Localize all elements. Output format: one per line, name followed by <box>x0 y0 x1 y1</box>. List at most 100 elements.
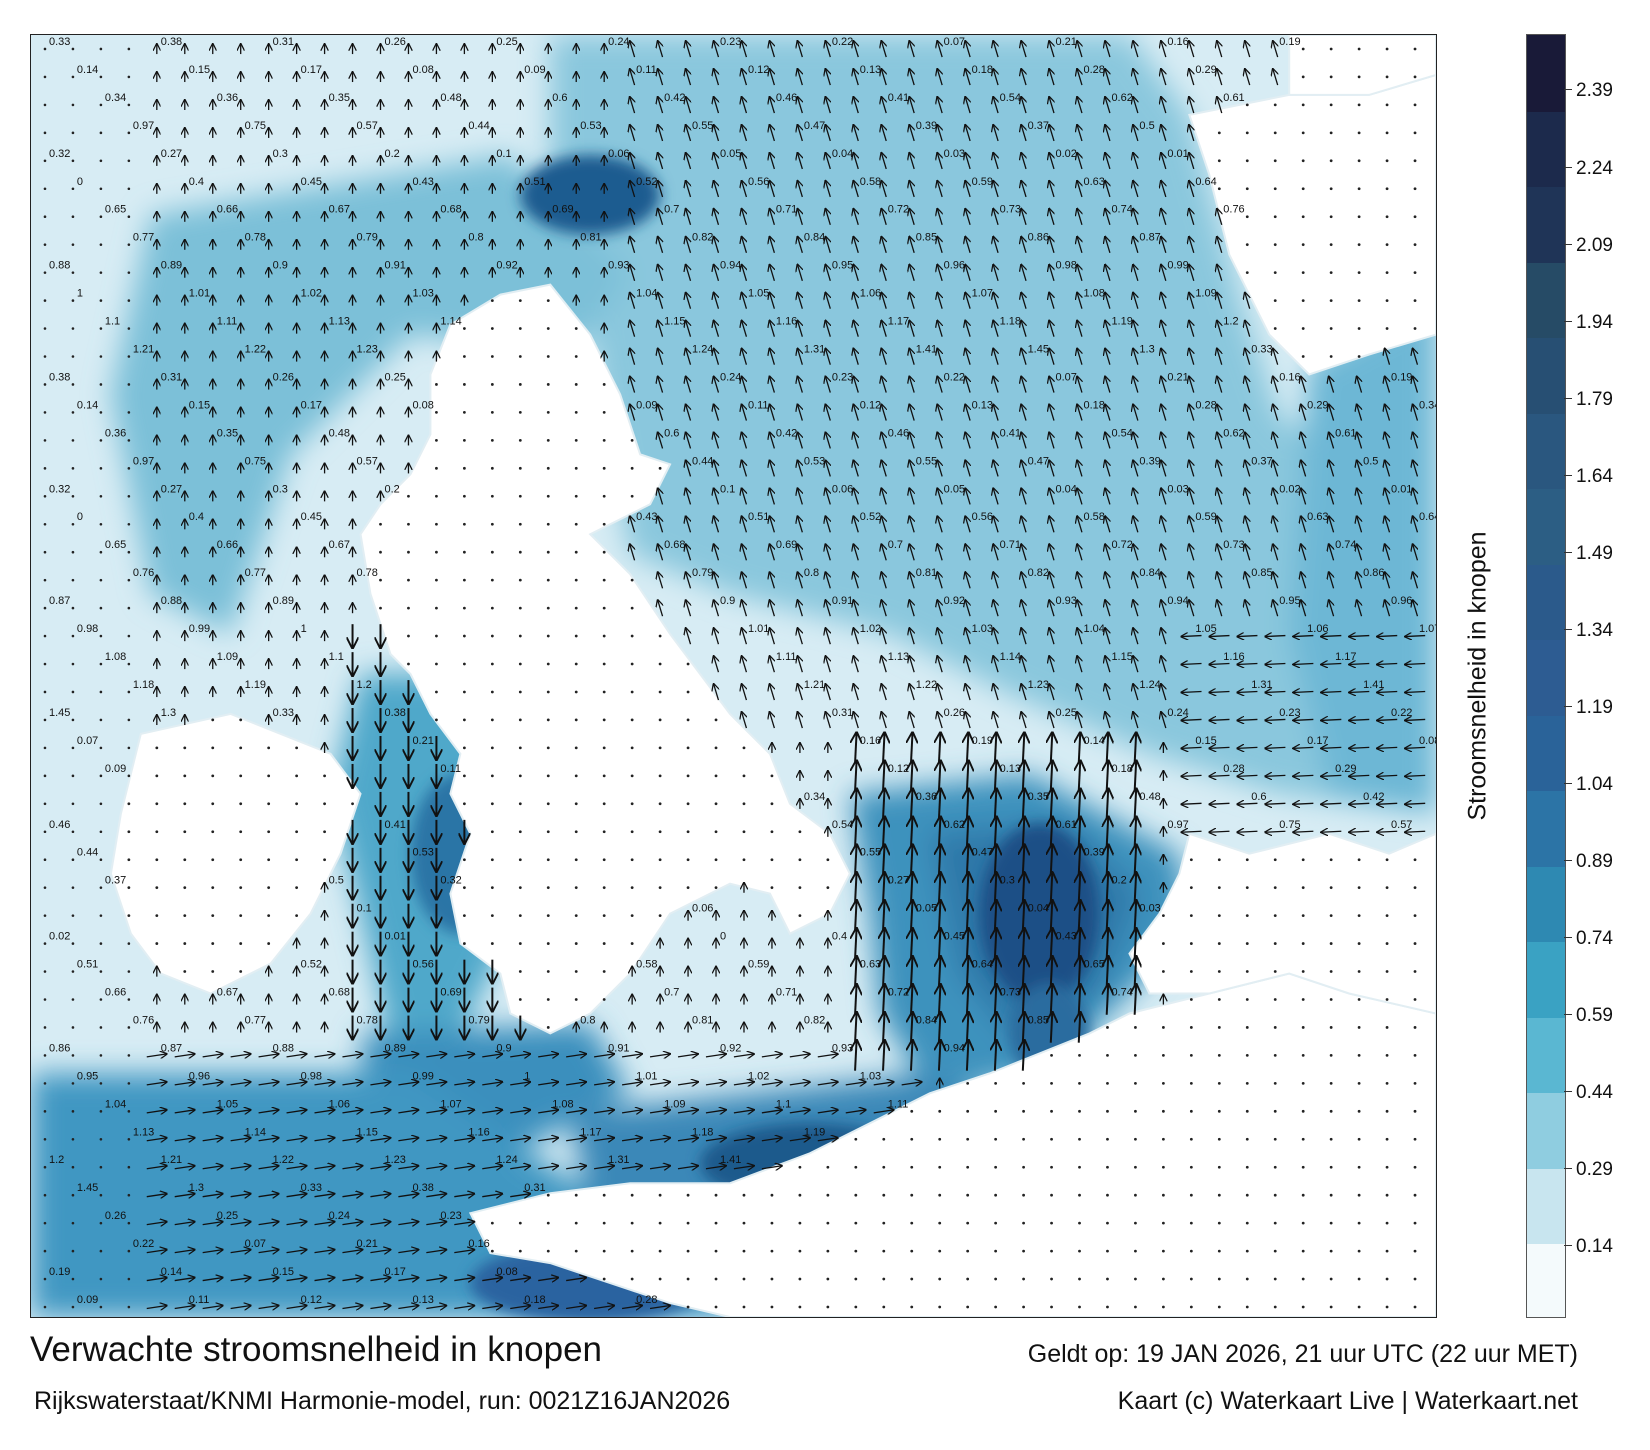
land-grid-dot <box>630 858 634 862</box>
current-arrow <box>286 1082 307 1085</box>
current-arrow <box>1105 153 1110 170</box>
current-arrow <box>686 97 691 114</box>
current-arrow <box>770 153 775 170</box>
current-arrow <box>1321 664 1342 665</box>
land-grid-dot <box>910 1193 914 1197</box>
speed-value-label: 1.19 <box>245 679 266 691</box>
current-arrow <box>1051 789 1053 820</box>
current-arrow <box>1049 125 1054 142</box>
current-arrow <box>258 1138 279 1141</box>
speed-value-label: 0.75 <box>245 455 266 467</box>
current-arrow <box>873 1082 894 1085</box>
land-grid-dot <box>407 578 410 582</box>
speed-value-label: 1 <box>301 623 307 635</box>
speed-value-label: 0.93 <box>1056 595 1077 607</box>
current-arrow <box>939 733 941 764</box>
calm-grid-dot <box>43 1026 47 1029</box>
speed-value-label: 0.88 <box>49 260 70 272</box>
speed-value-label: 0.19 <box>972 735 993 747</box>
speed-value-label: 0.15 <box>189 399 210 411</box>
speed-value-label: 0.52 <box>860 511 881 523</box>
colorbar-label-text: Stroomsnelheid in knopen <box>1463 531 1492 821</box>
land-grid-dot <box>239 858 243 862</box>
current-arrow <box>911 844 913 876</box>
land-grid-dot <box>127 802 131 806</box>
current-arrow <box>909 460 914 477</box>
speed-value-label: 0.89 <box>161 260 182 272</box>
calm-grid-dot <box>99 746 103 750</box>
speed-value-label: 1.1 <box>105 316 120 328</box>
current-arrow <box>965 460 970 477</box>
speed-value-label: 0.11 <box>189 1294 210 1306</box>
land-grid-dot <box>1245 1221 1249 1225</box>
current-arrow <box>1021 712 1026 729</box>
current-arrow <box>714 320 719 337</box>
speed-value-label: 0.48 <box>329 427 350 439</box>
speed-value-label: 1.08 <box>105 651 126 663</box>
current-arrow <box>202 1054 223 1057</box>
current-arrow <box>1217 544 1222 561</box>
speed-value-label: 0.98 <box>1056 260 1077 272</box>
current-arrow <box>686 572 691 589</box>
land-grid-dot <box>1273 103 1277 107</box>
land-grid-dot <box>1217 1221 1221 1225</box>
current-arrow <box>621 1082 642 1085</box>
land-grid-dot <box>546 606 550 610</box>
current-arrow <box>1135 984 1137 1015</box>
calm-grid-dot <box>43 1193 47 1197</box>
current-arrow <box>630 41 635 58</box>
current-arrow <box>286 1054 307 1057</box>
land-grid-dot <box>518 550 522 554</box>
land-grid-dot <box>183 802 187 806</box>
land-grid-dot <box>1189 1305 1193 1309</box>
land-grid-dot <box>854 1221 858 1225</box>
land-grid-dot <box>1385 1081 1389 1085</box>
current-arrow <box>1105 600 1110 617</box>
speed-value-label: 0.92 <box>720 1042 741 1054</box>
land-grid-dot <box>770 886 774 890</box>
calm-grid-dot <box>127 131 131 135</box>
speed-value-label: 1.17 <box>580 1126 601 1138</box>
current-arrow <box>855 984 857 1015</box>
speed-value-label: 0.85 <box>1251 567 1272 579</box>
current-arrow <box>1413 488 1418 505</box>
current-arrow <box>714 69 719 86</box>
land-grid-dot <box>966 1081 970 1085</box>
land-grid-dot <box>1301 970 1305 973</box>
current-arrow <box>909 69 914 86</box>
current-arrow <box>1049 572 1054 589</box>
land-grid-dot <box>1273 131 1277 135</box>
current-arrow <box>1161 97 1166 114</box>
current-arrow <box>1049 41 1054 58</box>
north-sea-band <box>550 35 1436 814</box>
current-arrow <box>909 320 914 337</box>
land-grid-dot <box>1245 271 1249 275</box>
current-arrow <box>658 544 663 561</box>
land-grid-dot <box>1217 998 1221 1001</box>
calm-grid-dot <box>71 383 75 386</box>
current-arrow <box>1023 1012 1025 1043</box>
current-arrow <box>995 956 997 987</box>
land-grid-dot <box>490 886 494 890</box>
speed-value-label: 1.3 <box>189 1182 204 1194</box>
current-arrow <box>1077 572 1082 589</box>
current-arrow <box>454 1138 474 1141</box>
speed-value-label: 0.07 <box>77 735 98 747</box>
current-arrow <box>797 69 802 86</box>
speed-value-label: 0.68 <box>664 539 685 551</box>
calm-grid-dot <box>99 1193 103 1197</box>
speed-value-label: 0.96 <box>189 1070 210 1082</box>
current-arrow <box>967 872 969 903</box>
land-grid-dot <box>1357 1249 1361 1253</box>
current-arrow <box>770 320 775 337</box>
land-grid-dot <box>490 438 494 442</box>
speed-value-label: 0.66 <box>217 539 238 551</box>
current-arrow <box>883 816 885 848</box>
vector-field <box>43 41 1426 1309</box>
speed-value-label: 0.6 <box>1251 791 1266 803</box>
land-grid-dot <box>462 355 466 358</box>
current-arrow <box>1079 984 1081 1015</box>
land-grid-dot <box>462 718 466 722</box>
speed-value-label: 0.53 <box>580 120 601 132</box>
current-arrow <box>937 572 942 589</box>
